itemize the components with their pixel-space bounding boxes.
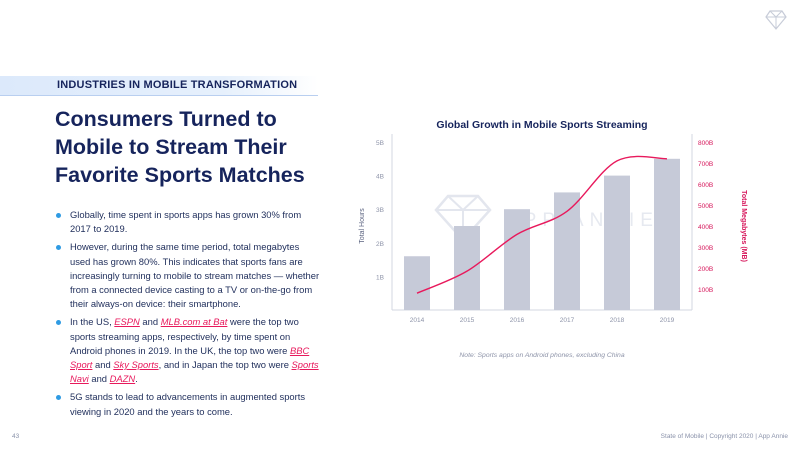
bar-2017: [554, 192, 580, 310]
dazn-link[interactable]: DAZN: [109, 373, 136, 385]
title-line-3: Favorite Sports Matches: [55, 163, 305, 187]
bullet-item-3: In the US, ESPN and MLB.com at Bat were …: [56, 315, 321, 386]
bullet-3-text-6: and: [88, 373, 110, 385]
page-number: 43: [12, 433, 20, 440]
bar-2016: [504, 209, 530, 310]
y-right-tick-label-800B: 800B: [698, 140, 713, 147]
x-tick-label-2017: 2017: [560, 317, 575, 324]
page-title: Consumers Turned to Mobile to Stream The…: [55, 105, 325, 189]
y-tick-label-4B: 4B: [376, 174, 384, 181]
y-tick-label-5B: 5B: [376, 140, 384, 147]
y-right-tick-label-300B: 300B: [698, 245, 713, 252]
y-right-tick-label-400B: 400B: [698, 224, 713, 231]
section-header: INDUSTRIES IN MOBILE TRANSFORMATION: [0, 76, 318, 96]
bar-2018: [604, 175, 630, 310]
bullet-item-1: Globally, time spent in sports apps has …: [56, 208, 321, 236]
bullet-3-text-1: In the US,: [70, 316, 115, 328]
y-tick-label-1B: 1B: [376, 274, 384, 281]
megabytes-line: [416, 155, 668, 294]
bullet-item-4: 5G stands to lead to advancements in aug…: [56, 390, 321, 418]
x-tick-label-2015: 2015: [460, 317, 475, 324]
sky-sports-link[interactable]: Sky Sports: [113, 359, 159, 371]
bar-2015: [454, 226, 480, 310]
y-tick-label-3B: 3B: [376, 207, 384, 214]
y-right-tick-label-700B: 700B: [698, 161, 713, 168]
mlb-at-bat-link[interactable]: MLB.com at Bat: [160, 316, 228, 328]
bullet-3-text-2: and: [139, 316, 161, 328]
y-axis-right-label: Total Megabytes (MB): [740, 190, 747, 262]
bar-2019: [654, 158, 680, 310]
app-annie-logo-icon: [765, 10, 787, 35]
chart-container: Global Growth in Mobile Sports Streaming…: [350, 112, 770, 372]
y-right-tick-label-600B: 600B: [698, 182, 713, 189]
chart-title: Global Growth in Mobile Sports Streaming: [436, 119, 647, 131]
bullet-3-text-5: , and in Japan the top two were: [158, 359, 292, 371]
bar-2014: [404, 256, 430, 310]
y-right-tick-label-200B: 200B: [698, 266, 713, 273]
bullet-item-2: However, during the same time period, to…: [56, 240, 321, 311]
sports-navi-link[interactable]: Sports Navi: [70, 359, 319, 385]
title-line-2: Mobile to Stream Their: [55, 135, 287, 159]
chart-note: Note: Sports apps on Android phones, exc…: [459, 352, 624, 359]
sports-streaming-chart: Global Growth in Mobile Sports Streaming…: [359, 119, 747, 359]
title-line-1: Consumers Turned to: [55, 107, 277, 131]
espn-link[interactable]: ESPN: [114, 316, 140, 328]
section-label: INDUSTRIES IN MOBILE TRANSFORMATION: [57, 79, 298, 91]
y-right-tick-label-500B: 500B: [698, 203, 713, 210]
y-right-tick-label-100B: 100B: [698, 287, 713, 294]
y-axis-label: Total Hours: [359, 208, 366, 244]
y-tick-label-2B: 2B: [376, 241, 384, 248]
bullet-3-text-3: were the top two sports streaming apps, …: [70, 316, 299, 356]
x-tick-label-2016: 2016: [510, 317, 525, 324]
bbc-sport-link[interactable]: BBC Sport: [70, 344, 310, 371]
x-tick-label-2019: 2019: [660, 317, 675, 324]
x-tick-label-2014: 2014: [410, 317, 425, 324]
bullet-3-text-4: and: [92, 359, 114, 371]
x-tick-label-2018: 2018: [610, 317, 625, 324]
bullet-3-text-7: .: [135, 373, 138, 385]
bullet-list: Globally, time spent in sports apps has …: [56, 208, 321, 423]
footer-copyright: State of Mobile | Copyright 2020 | App A…: [660, 433, 788, 440]
